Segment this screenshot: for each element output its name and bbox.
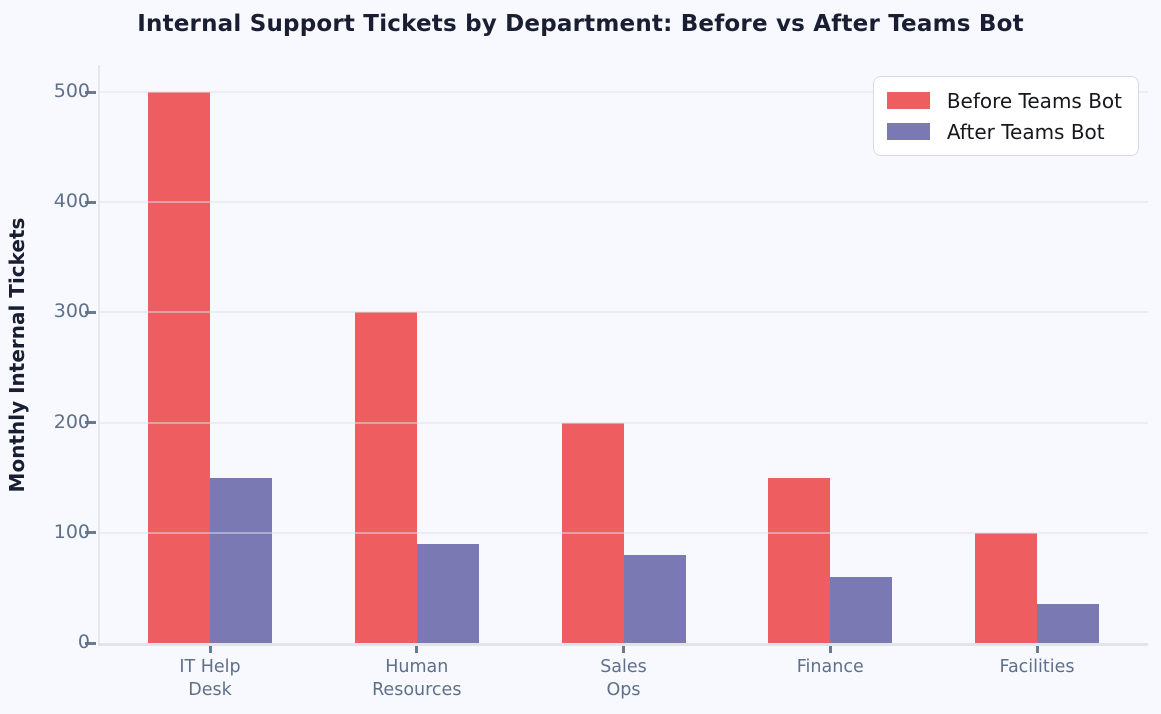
x-tick-mark	[622, 646, 625, 653]
y-axis-spine	[98, 65, 100, 643]
bar-after	[1037, 604, 1099, 643]
bar-before	[975, 532, 1037, 643]
y-tick-mark	[85, 641, 96, 645]
y-tick-mark	[85, 531, 96, 535]
y-tick-mark	[85, 421, 96, 425]
gridline	[100, 421, 1148, 424]
y-tick-label: 100	[53, 520, 90, 543]
plot-area: IT Help Desk Human Resources Sales Ops Finance…	[54, 65, 1148, 700]
x-tick-label: Sales Ops	[600, 657, 647, 700]
bar-after	[830, 576, 893, 643]
before-series-swatch	[886, 92, 930, 109]
gridline	[100, 311, 1148, 314]
x-tick-label: IT Help Desk	[179, 657, 241, 700]
y-tick-label: 300	[53, 300, 90, 323]
x-tick-mark	[828, 646, 832, 653]
y-tick-label: 400	[53, 190, 90, 213]
y-axis-label: Monthly Internal Tickets	[5, 217, 29, 493]
legend-label-before: Before Teams Bot	[946, 88, 1122, 113]
y-tick-mark	[85, 90, 96, 94]
legend-label-after: After Teams Bot	[946, 119, 1105, 144]
bar-after	[416, 543, 479, 643]
chart-title: Internal Support Tickets by Department: …	[137, 11, 1024, 37]
gridline	[100, 201, 1148, 204]
y-tick-label: 0	[77, 631, 90, 653]
after-series-swatch	[886, 123, 930, 140]
y-tick-label: 200	[53, 410, 90, 433]
x-axis-spine	[98, 643, 1148, 646]
gridline	[100, 91, 1148, 93]
y-tick-mark	[85, 310, 96, 314]
y-tick-mark	[85, 200, 96, 204]
x-tick-mark	[208, 646, 212, 653]
x-tick-label: Finance	[796, 657, 864, 677]
legend-item-before: Before Teams Bot	[886, 85, 1122, 116]
x-tick-label: Facilities	[999, 657, 1075, 677]
bar-before	[768, 477, 831, 643]
bar-before	[354, 312, 417, 643]
bar-after	[623, 554, 686, 643]
legend-item-after: After Teams Bot	[886, 116, 1122, 147]
y-tick-label: 500	[53, 80, 90, 102]
legend: Before Teams Bot After Teams Bot	[872, 76, 1139, 156]
bar-after	[210, 477, 272, 643]
x-tick-mark	[415, 646, 419, 653]
bar-before	[148, 92, 210, 643]
gridline	[100, 531, 1148, 534]
x-tick-mark	[1035, 646, 1039, 653]
x-tick-label: Human Resources	[372, 657, 462, 700]
